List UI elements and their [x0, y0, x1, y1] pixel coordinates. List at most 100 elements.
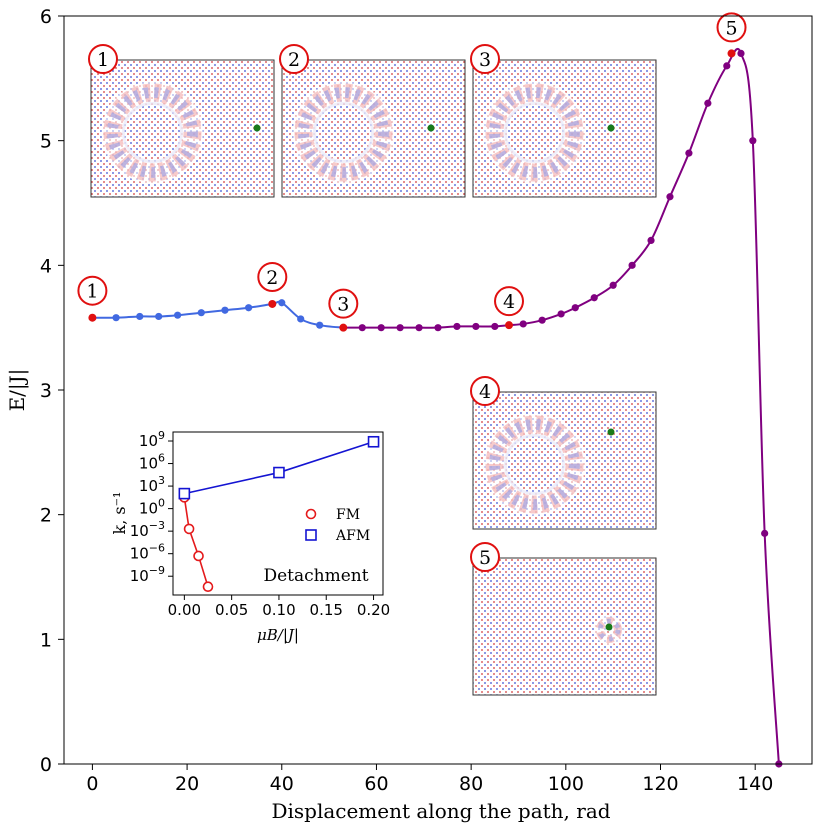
skyrmion-ring-inner-2 [313, 102, 374, 163]
impurity-dot-5 [605, 623, 613, 631]
series-point-purple-segment-22 [737, 49, 745, 58]
snapshot-badge-3 [470, 44, 500, 74]
series-point-purple-segment-6 [453, 322, 461, 331]
skyrmion-ring-blue-3 [489, 87, 580, 178]
series-point-blue-segment-3 [155, 312, 163, 321]
legend-marker-FM [305, 508, 317, 520]
x-tick-label-120: 120 [642, 773, 678, 795]
inset-legend: FM AFM [305, 507, 370, 544]
inset-frame [172, 431, 384, 596]
x-tick-label-100: 100 [548, 773, 584, 795]
series-point-blue-segment-4 [174, 311, 182, 319]
snapshot-4: 4 [470, 376, 657, 530]
inset-point-FM-2 [193, 550, 204, 562]
inset-y-tick-label-−6: 10−6 [130, 542, 165, 563]
y-tick-label-3: 3 [40, 380, 52, 402]
marker-badge-3 [328, 288, 359, 319]
series-point-blue-segment-2 [136, 312, 144, 321]
x-tick-label-80: 80 [459, 773, 483, 795]
skyrmion-ring-blue-5 [597, 618, 621, 642]
snapshot-2: 2 [279, 44, 466, 198]
series-point-blue-segment-5 [197, 309, 205, 317]
skyrmion-ring-inner-1 [122, 102, 183, 163]
series-point-purple-segment-4 [415, 324, 423, 332]
series-point-purple-segment-8 [491, 322, 499, 331]
snapshot-3: 3 [470, 44, 657, 198]
impurity-dot-4 [607, 428, 615, 436]
inset-line-FM [183, 497, 209, 587]
y-tick-label-2: 2 [40, 505, 52, 527]
snapshot-1: 1 [88, 44, 275, 198]
series-point-purple-segment-11 [538, 316, 546, 324]
inset-x-tick-label-0.10: 0.10 [262, 601, 295, 619]
marker-badge-label-5: 5 [725, 17, 737, 39]
series-point-purple-segment-17 [647, 236, 655, 244]
inset-x-tick-label-0.05: 0.05 [215, 601, 248, 619]
inset-point-FM-3 [202, 581, 214, 593]
inset-point-FM-1 [183, 523, 195, 535]
series-layer [88, 47, 783, 768]
snapshot-badge-label-3: 3 [479, 49, 491, 71]
marker-point-5 [727, 49, 736, 58]
series-point-blue-segment-1 [112, 314, 120, 322]
legend-label-FM: FM [336, 507, 360, 523]
y-tick-label-0: 0 [40, 754, 52, 776]
x-axis-label: Displacement along the path, rad [271, 799, 610, 823]
skyrmion-ring-blue-1 [107, 87, 198, 178]
marker-badge-label-3: 3 [337, 294, 349, 316]
inset-x-tick-label-0.15: 0.15 [310, 601, 343, 619]
series-point-purple-segment-14 [590, 294, 598, 302]
series-point-purple-segment-12 [557, 310, 565, 318]
series-point-blue-segment-9 [278, 299, 286, 307]
marker-point-4 [505, 321, 514, 330]
x-tick-label-40: 40 [270, 773, 294, 795]
y-tick-label-5: 5 [40, 131, 52, 153]
x-tick-label-140: 140 [737, 773, 773, 795]
inset-y-tick-label-−3: 10−3 [130, 519, 165, 540]
marker-badge-2 [257, 261, 288, 292]
inset-y-tick-label-9: 109 [139, 429, 165, 450]
skyrmion-ring-inner-3 [504, 102, 565, 163]
marker-badge-label-2: 2 [266, 267, 278, 289]
inset-y-tick-label-0: 100 [139, 497, 165, 518]
series-point-purple-segment-13 [571, 304, 579, 312]
inset-point-AFM-2 [367, 435, 380, 448]
marker-point-2 [268, 299, 277, 308]
inset-point-AFM-0 [178, 487, 191, 500]
snapshot-lattice-5 [472, 557, 657, 696]
marker-badge-label-4: 4 [503, 291, 515, 313]
series-point-purple-segment-21 [723, 62, 731, 70]
x-tick-label-20: 20 [175, 773, 199, 795]
series-point-purple-segment-1 [358, 324, 366, 332]
inset-annotation: Detachment [263, 566, 368, 586]
series-point-purple-segment-15 [609, 281, 617, 289]
inset-y-tick-label-3: 103 [139, 474, 165, 495]
impurity-dot-2 [427, 124, 435, 132]
marker-point-3 [339, 323, 348, 332]
inset-y-label: k, s⁻¹ [110, 492, 129, 535]
series-point-purple-segment-19 [685, 149, 693, 157]
snapshot-badge-1 [88, 44, 118, 74]
snapshot-5: 5 [470, 542, 657, 696]
inset-x-label: μB/|J| [257, 626, 299, 644]
snapshot-badge-5 [470, 542, 500, 572]
marker-badge-5 [716, 12, 747, 43]
marker-badge-4 [494, 286, 525, 317]
series-point-purple-segment-10 [519, 320, 527, 328]
legend-label-AFM: AFM [335, 528, 370, 544]
snapshot-badge-2 [279, 44, 309, 74]
inset-y-tick-label-−9: 10−9 [130, 564, 165, 585]
marker-badge-1 [77, 275, 108, 306]
x-tick-label-60: 60 [364, 773, 388, 795]
snapshot-badge-label-4: 4 [479, 381, 491, 403]
series-point-blue-segment-6 [221, 306, 229, 314]
marker-point-1 [88, 313, 97, 322]
series-point-purple-segment-23 [749, 137, 757, 145]
snapshot-badge-label-2: 2 [288, 49, 300, 71]
markers-layer: 1 2 3 4 5 [77, 12, 747, 332]
series-point-purple-segment-5 [434, 324, 442, 332]
y-tick-label-6: 6 [40, 6, 52, 28]
series-point-purple-segment-24 [761, 529, 769, 537]
impurity-dot-3 [607, 124, 615, 132]
series-point-blue-segment-7 [245, 304, 253, 312]
